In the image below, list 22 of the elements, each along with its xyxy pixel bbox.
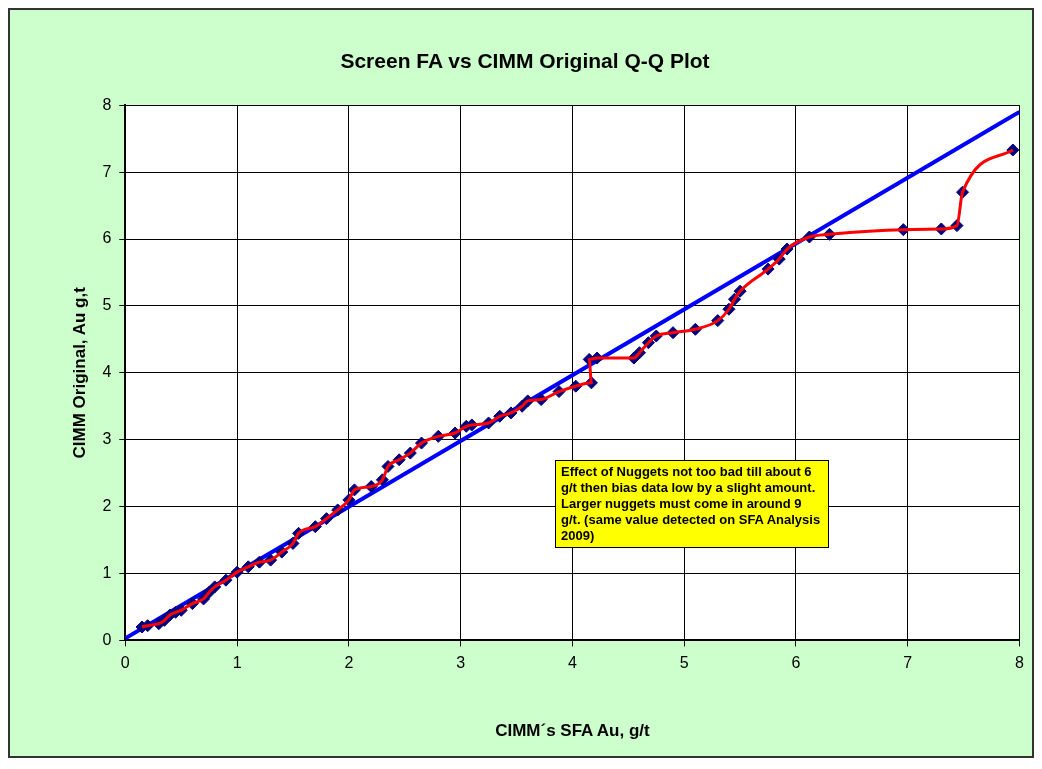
y-tick-label: 2 [102, 497, 112, 515]
x-tick-label: 8 [1015, 654, 1025, 672]
x-tick-label: 4 [567, 654, 577, 672]
y-axis-title: CIMM Original, Au g,t [69, 286, 89, 459]
x-tick-label: 2 [344, 654, 354, 672]
y-tick-label: 6 [102, 229, 112, 247]
y-tick-label: 4 [102, 363, 112, 381]
x-axis-title: CIMM´s SFA Au, g/t [495, 721, 651, 741]
x-tick-label: 5 [679, 654, 689, 672]
y-tick-label: 7 [102, 162, 112, 180]
y-tick-label: 3 [102, 430, 112, 448]
y-tick-label: 8 [102, 95, 112, 113]
chart-title: Screen FA vs CIMM Original Q-Q Plot [340, 49, 710, 73]
y-tick-label: 5 [102, 296, 112, 314]
x-tick-label: 0 [120, 654, 130, 672]
annotation: Effect of Nuggets not too bad till about 6 g/t then bias data low by a slight amount. Larger nuggets must come in around 9 g/t. (same value detected on SFA Analysis 2009) [555, 460, 829, 548]
x-tick-label: 3 [456, 654, 466, 672]
y-tick-label: 0 [102, 630, 112, 648]
y-tick-label: 1 [102, 563, 112, 581]
x-tick-label: 7 [903, 654, 913, 672]
x-tick-label: 6 [791, 654, 801, 672]
x-tick-label: 1 [232, 654, 242, 672]
